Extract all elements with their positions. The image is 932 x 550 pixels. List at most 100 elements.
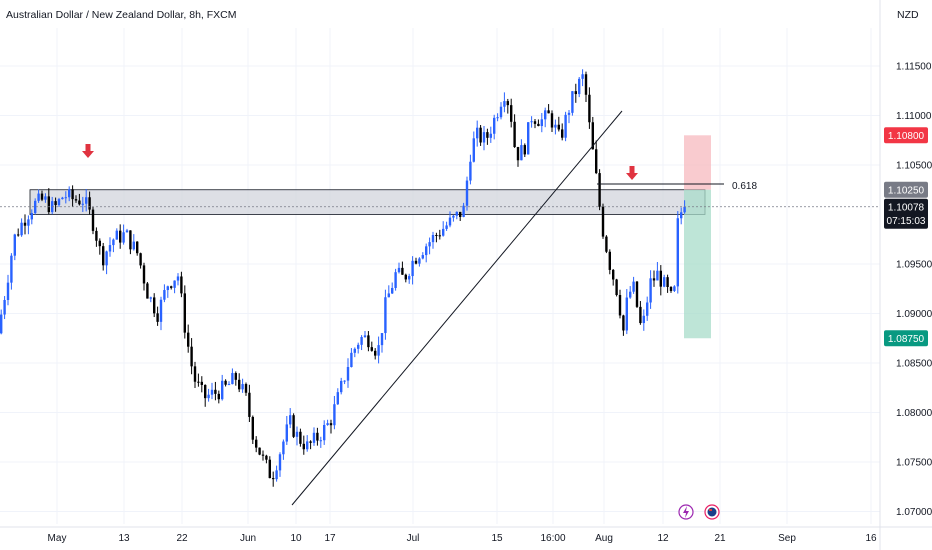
candle-body [503,101,506,107]
x-tick-label: 16:00 [540,533,565,544]
x-tick-label: 10 [290,533,302,544]
candle-body [98,240,101,247]
candle-body [629,291,632,298]
candle-body [81,203,84,205]
candle-body [659,270,662,287]
x-tick-label: May [48,533,67,544]
candle-body [0,314,3,334]
candle-body [547,110,550,114]
drawings-layer[interactable] [0,110,880,520]
candle-body [292,415,295,437]
candle-body [37,193,40,201]
candle-body [91,209,95,231]
candle-body [193,366,197,382]
candle-body [350,352,353,368]
candle-body [578,78,581,95]
candle-body [190,346,193,367]
candle-body [153,297,156,314]
flag-event-icon[interactable] [704,504,720,520]
candle-body [323,424,326,441]
candle-body [112,239,115,246]
candle-body [506,101,509,106]
candle-body [486,132,489,138]
candle-body [401,267,404,275]
candle-body [622,315,625,331]
candle-body [391,287,394,294]
candle-body [455,211,458,216]
svg-text:1.10250: 1.10250 [888,185,925,196]
candle-body [258,447,261,455]
candle-body [295,431,299,437]
stop-loss-box[interactable] [684,135,711,190]
candle-body [265,455,268,460]
candle-body [61,197,64,200]
trend-line[interactable] [291,110,623,506]
candle-body [595,149,598,174]
candle-body [251,416,254,440]
candle-body [221,380,224,400]
candle-body [625,297,628,331]
candle-body [469,161,472,181]
candle-body [510,105,513,122]
candle-body [183,293,186,333]
candle-body [635,281,639,307]
candle-body [20,222,23,236]
candle-body [384,297,387,334]
candle-body [13,234,16,256]
candle-body [649,278,652,303]
candle-body [326,423,329,425]
candle-body [142,265,146,284]
candle-body [44,196,47,200]
candle-body [64,197,67,199]
chart-title: Australian Dollar / New Zealand Dollar, … [6,9,237,21]
candle-body [516,147,520,161]
candle-body [71,189,74,200]
candle-body [244,384,248,393]
down-arrow-marker[interactable] [626,166,638,180]
candle-body [176,276,180,281]
candle-body [479,127,482,143]
candle-body [159,299,163,322]
candle-body [187,332,190,347]
candle-body [367,335,370,348]
candle-body [639,306,642,324]
candle-body [632,281,635,292]
candle-body [125,230,129,233]
candle-body [452,215,455,218]
y-tick-label: 1.07000 [896,507,932,518]
x-tick-label: 12 [657,533,669,544]
candle-body [540,119,543,127]
candle-body [88,197,91,210]
candle-body [74,199,78,201]
candle-body [34,200,37,214]
grid [0,28,880,524]
candle-body [200,381,203,385]
x-tick-label: 22 [176,533,188,544]
candle-body [224,380,227,385]
candle-body [530,121,533,123]
resistance-zone[interactable] [29,189,706,215]
candle-body [57,199,61,206]
take-profit-box[interactable] [684,189,711,339]
candle-body [54,201,57,206]
candle-body [557,124,560,130]
x-tick-label: 17 [324,533,336,544]
candle-body [499,106,503,118]
candle-body [428,242,431,247]
candle-body [394,272,397,288]
candle-body [591,122,594,150]
candle-body [676,218,679,287]
candle-body [646,302,649,316]
lightning-event-icon[interactable] [678,504,694,520]
candle-body [40,193,44,200]
annotation-boxes[interactable] [29,135,711,339]
candle-body [27,219,30,226]
candle-body [139,253,142,266]
candle-body [108,245,112,252]
down-arrow-marker[interactable] [82,144,94,158]
candle-body [537,123,540,127]
y-tick-label: 1.08500 [896,359,932,370]
candle-body [136,241,139,254]
